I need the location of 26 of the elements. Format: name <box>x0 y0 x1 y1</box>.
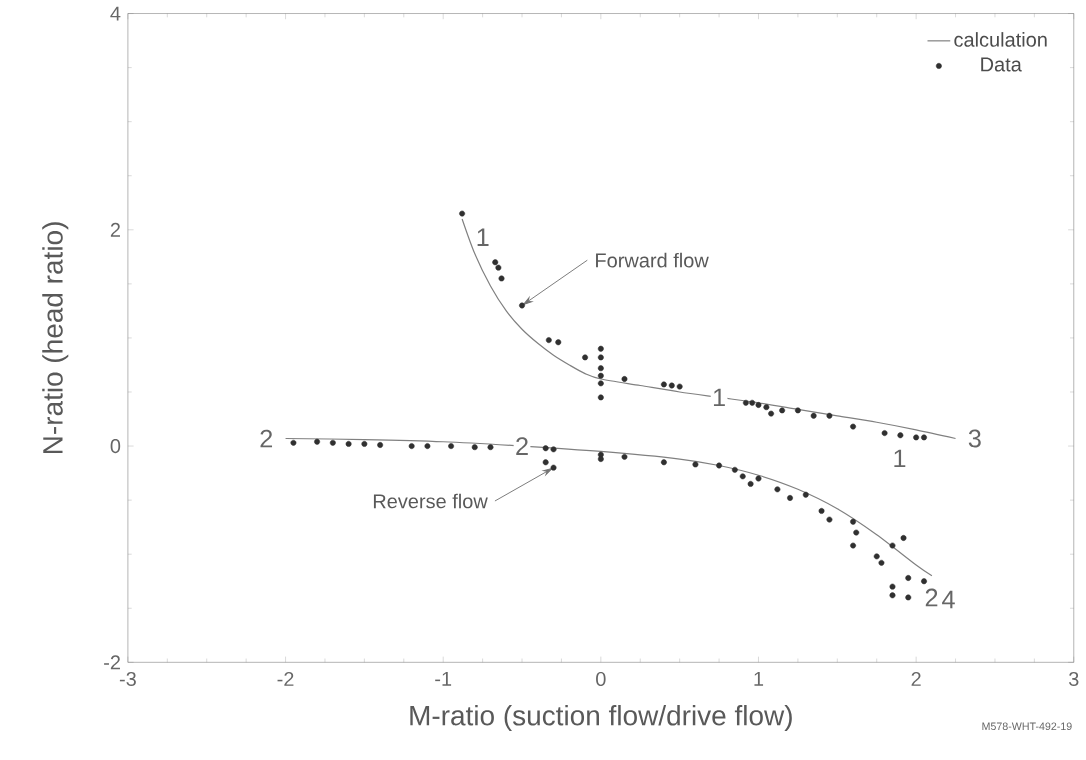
text: M578-WHT-492-19 <box>982 722 1072 731</box>
annotation: 2 <box>516 437 528 456</box>
x-tick-label: 0 <box>596 672 606 687</box>
x-tick-label: 1 <box>754 672 764 686</box>
y-axis-title: N-ratio (head ratio) <box>42 222 69 454</box>
annotation: 1 <box>477 228 489 247</box>
x-tick-label: -2 <box>277 672 294 687</box>
annotation: 4 <box>942 590 955 609</box>
legend-label: Data <box>981 57 1022 72</box>
x-tick-label: 3 <box>1068 672 1079 687</box>
y-tick-label: 2 <box>110 223 120 237</box>
x-tick-label: 2 <box>911 672 921 687</box>
annotation: Forward flow <box>596 253 709 268</box>
annotation: 1 <box>713 388 725 407</box>
legend-label: calculation <box>954 32 1047 47</box>
annotation: Reverse flow <box>373 493 488 509</box>
annotation: 2 <box>925 588 938 607</box>
y-tick-label: 0 <box>110 439 121 454</box>
annotation: 2 <box>260 429 273 448</box>
x-axis-title: M-ratio (suction flow/drive flow) <box>410 705 792 732</box>
x-tick-label: -3 <box>119 672 136 687</box>
annotation: 1 <box>894 449 906 468</box>
y-tick-label: -2 <box>104 655 120 670</box>
x-tick-label: -1 <box>435 672 452 686</box>
annotation: 3 <box>968 429 981 448</box>
y-tick-label: 4 <box>110 6 121 21</box>
